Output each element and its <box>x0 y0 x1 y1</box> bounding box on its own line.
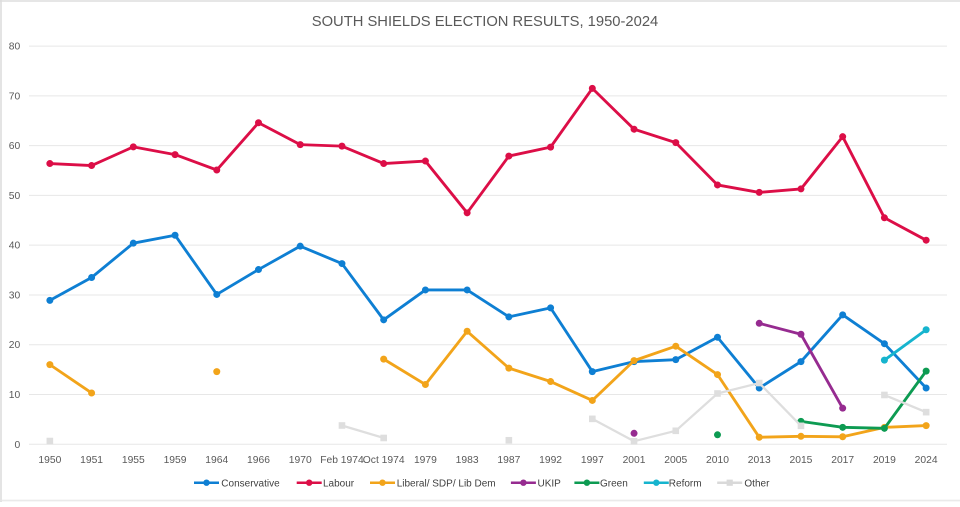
svg-text:30: 30 <box>9 290 21 301</box>
svg-text:1966: 1966 <box>247 455 270 466</box>
svg-text:2001: 2001 <box>623 455 646 466</box>
svg-text:80: 80 <box>9 42 21 53</box>
svg-text:Liberal/ SDP/ Lib Dem: Liberal/ SDP/ Lib Dem <box>397 478 496 489</box>
svg-text:Feb 1974: Feb 1974 <box>320 455 364 466</box>
svg-text:1970: 1970 <box>289 455 312 466</box>
svg-text:1997: 1997 <box>581 455 604 466</box>
svg-text:1951: 1951 <box>80 455 103 466</box>
svg-text:1979: 1979 <box>414 455 437 466</box>
svg-text:Oct 1974: Oct 1974 <box>363 455 405 466</box>
svg-text:1959: 1959 <box>164 455 187 466</box>
svg-text:1992: 1992 <box>539 455 562 466</box>
svg-text:1983: 1983 <box>456 455 479 466</box>
svg-text:1955: 1955 <box>122 455 145 466</box>
svg-text:40: 40 <box>9 241 21 252</box>
svg-text:2017: 2017 <box>831 455 854 466</box>
svg-text:0: 0 <box>14 440 20 451</box>
svg-text:2005: 2005 <box>664 455 687 466</box>
svg-text:Green: Green <box>600 478 628 489</box>
svg-text:10: 10 <box>9 390 21 401</box>
svg-text:2010: 2010 <box>706 455 729 466</box>
svg-text:SOUTH SHIELDS ELECTION RESULTS: SOUTH SHIELDS ELECTION RESULTS, 1950-202… <box>312 14 658 30</box>
svg-text:60: 60 <box>9 141 21 152</box>
svg-text:Other: Other <box>744 478 770 489</box>
svg-text:1950: 1950 <box>38 455 61 466</box>
svg-text:Conservative: Conservative <box>221 478 280 489</box>
svg-text:UKIP: UKIP <box>538 478 562 489</box>
svg-text:2015: 2015 <box>789 455 812 466</box>
svg-text:2019: 2019 <box>873 455 896 466</box>
svg-text:Reform: Reform <box>669 478 702 489</box>
svg-text:2024: 2024 <box>915 455 938 466</box>
svg-text:70: 70 <box>9 91 21 102</box>
svg-text:1987: 1987 <box>497 455 520 466</box>
svg-text:Labour: Labour <box>323 478 355 489</box>
svg-text:1964: 1964 <box>205 455 228 466</box>
svg-text:50: 50 <box>9 191 21 202</box>
svg-text:2013: 2013 <box>748 455 771 466</box>
svg-text:20: 20 <box>9 340 21 351</box>
